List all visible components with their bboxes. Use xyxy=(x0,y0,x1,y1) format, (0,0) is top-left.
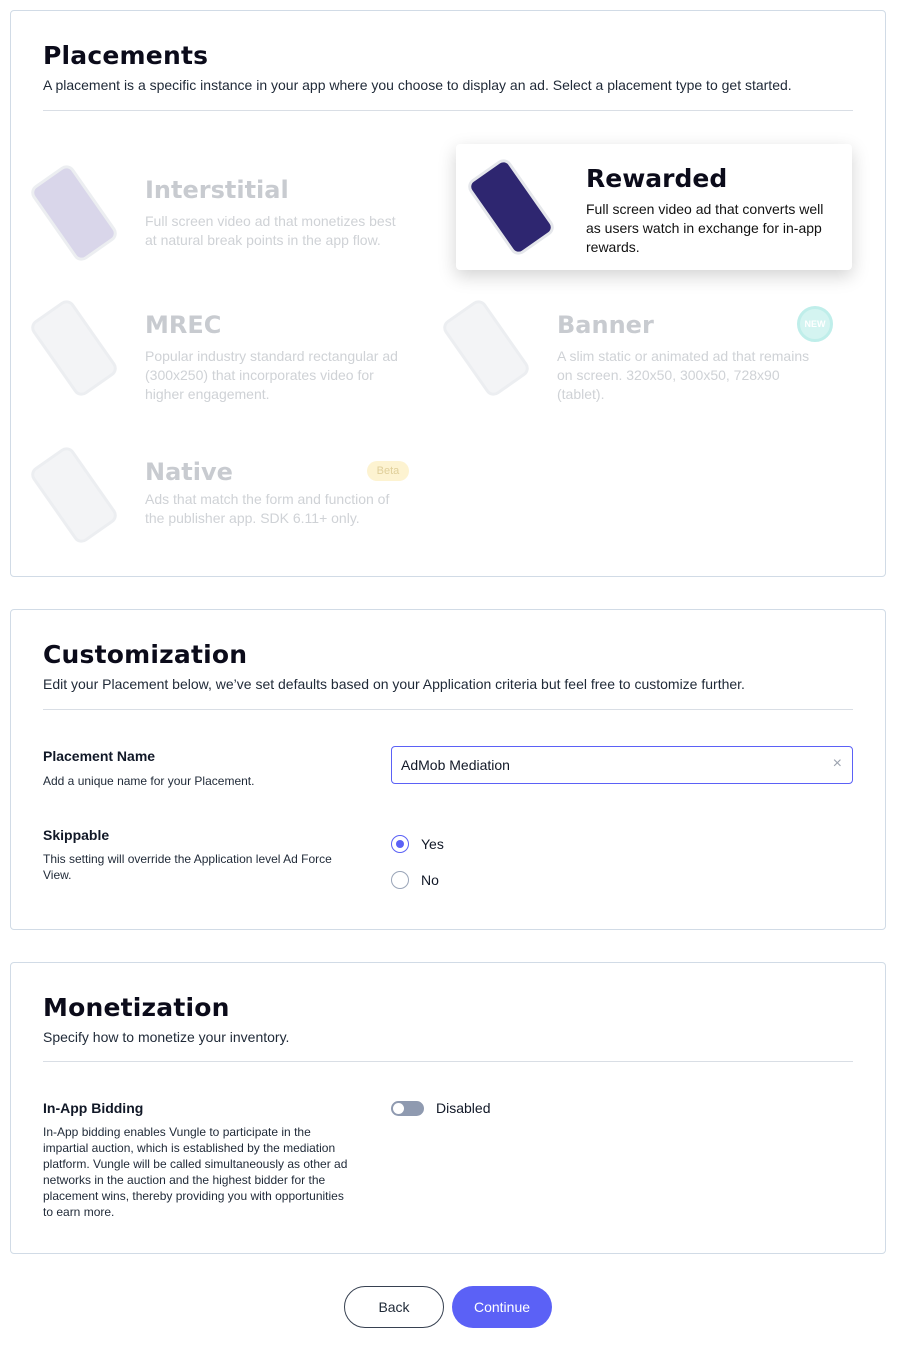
placements-card: Placements A placement is a specific ins… xyxy=(10,10,886,577)
radio-no-label[interactable]: No xyxy=(421,872,439,888)
type-title: Rewarded xyxy=(586,164,728,193)
type-title: Native xyxy=(145,458,233,486)
placement-name-input[interactable]: AdMob Mediation × xyxy=(391,746,853,784)
clear-icon[interactable]: × xyxy=(832,755,842,772)
phone-illustration-icon xyxy=(439,296,533,400)
placement-type-native[interactable]: Native Ads that match the form and funct… xyxy=(27,428,427,556)
beta-badge: Beta xyxy=(367,461,409,481)
placement-type-interstitial[interactable]: Interstitial Full screen video ad that m… xyxy=(27,146,427,274)
monetization-title: Monetization xyxy=(43,993,230,1022)
customization-title: Customization xyxy=(43,640,248,669)
radio-yes-label[interactable]: Yes xyxy=(421,836,444,852)
type-title: MREC xyxy=(145,311,222,339)
skippable-label: Skippable xyxy=(43,827,110,843)
placements-subtitle: A placement is a specific instance in yo… xyxy=(43,77,792,93)
phone-illustration-icon xyxy=(27,296,121,400)
type-description: A slim static or animated ad that remain… xyxy=(557,348,810,402)
type-description: Full screen video ad that converts well … xyxy=(586,201,824,255)
type-description: Full screen video ad that monetizes best… xyxy=(145,213,396,248)
type-title: Interstitial xyxy=(145,176,289,204)
new-badge: NEW xyxy=(797,306,833,342)
bidding-label: In-App Bidding xyxy=(43,1100,144,1116)
placement-type-mrec[interactable]: MREC Popular industry standard rectangul… xyxy=(27,281,427,409)
customization-card: Customization Edit your Placement below,… xyxy=(10,609,886,930)
phone-illustration-icon xyxy=(27,161,121,265)
placement-name-hint: Add a unique name for your Placement. xyxy=(43,774,255,788)
divider xyxy=(43,1061,853,1062)
placement-type-banner[interactable]: Banner A slim static or animated ad that… xyxy=(439,281,839,409)
continue-button[interactable]: Continue xyxy=(452,1286,552,1328)
divider xyxy=(43,709,853,710)
placement-name-label: Placement Name xyxy=(43,748,156,764)
phone-illustration-icon xyxy=(464,155,558,259)
divider xyxy=(43,110,853,111)
bidding-toggle[interactable] xyxy=(391,1101,424,1116)
radio-yes[interactable] xyxy=(391,835,409,853)
type-title: Banner xyxy=(557,311,654,339)
back-button[interactable]: Back xyxy=(344,1286,444,1328)
phone-illustration-icon xyxy=(27,443,121,547)
monetization-card: Monetization Specify how to monetize you… xyxy=(10,962,886,1254)
radio-no[interactable] xyxy=(391,871,409,889)
placements-title: Placements xyxy=(43,41,209,70)
bidding-hint: In-App bidding enables Vungle to partici… xyxy=(43,1125,348,1219)
type-description: Ads that match the form and function of … xyxy=(145,491,390,526)
input-value: AdMob Mediation xyxy=(401,757,510,773)
type-description: Popular industry standard rectangular ad… xyxy=(145,348,398,402)
customization-subtitle: Edit your Placement below, we’ve set def… xyxy=(43,676,745,692)
placement-type-rewarded[interactable]: Rewarded Full screen video ad that conve… xyxy=(456,144,852,270)
skippable-hint: This setting will override the Applicati… xyxy=(43,852,332,882)
bidding-state: Disabled xyxy=(436,1100,491,1116)
monetization-subtitle: Specify how to monetize your inventory. xyxy=(43,1029,290,1045)
